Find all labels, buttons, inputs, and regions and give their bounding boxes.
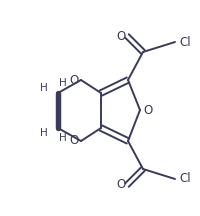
Text: H: H (40, 83, 48, 93)
Text: O: O (116, 30, 125, 43)
Text: Cl: Cl (178, 173, 190, 186)
Text: O: O (116, 178, 125, 192)
Text: Cl: Cl (178, 35, 190, 49)
Text: O: O (69, 135, 78, 148)
Text: O: O (69, 73, 78, 86)
Text: H: H (40, 128, 48, 138)
Text: O: O (143, 103, 152, 116)
Text: H: H (59, 78, 67, 88)
Text: H: H (59, 133, 67, 143)
